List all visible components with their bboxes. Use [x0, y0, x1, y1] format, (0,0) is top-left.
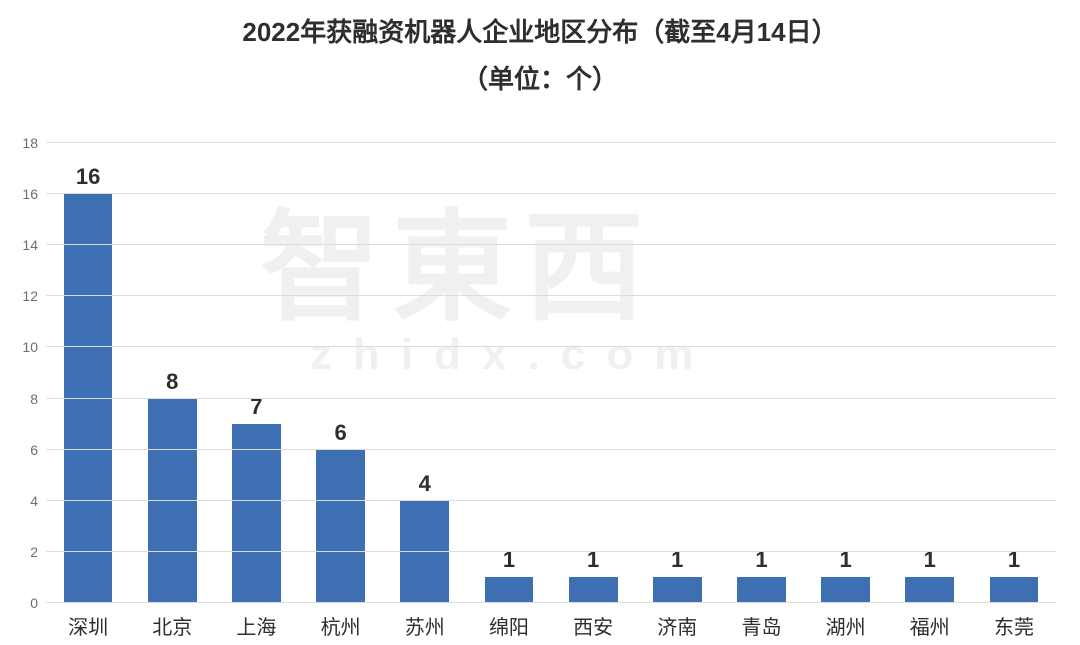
gridline — [46, 449, 1056, 450]
y-tick-label: 0 — [30, 595, 46, 611]
x-tick-label: 上海 — [214, 603, 298, 640]
bar-slot: 6杭州 — [299, 143, 383, 603]
gridline — [46, 398, 1056, 399]
bar — [485, 577, 534, 603]
gridline — [46, 602, 1056, 603]
bar-slot: 4苏州 — [383, 143, 467, 603]
bar-value-label: 8 — [166, 369, 178, 395]
y-tick-label: 16 — [22, 186, 46, 202]
gridline — [46, 193, 1056, 194]
gridline — [46, 500, 1056, 501]
x-tick-label: 西安 — [551, 603, 635, 640]
x-tick-label: 深圳 — [46, 603, 130, 640]
bar — [653, 577, 702, 603]
y-tick-label: 10 — [22, 339, 46, 355]
bar — [64, 194, 113, 603]
bar — [232, 424, 281, 603]
y-tick-label: 18 — [22, 135, 46, 151]
bar — [990, 577, 1039, 603]
bar-slot: 8北京 — [130, 143, 214, 603]
gridline — [46, 244, 1056, 245]
gridline — [46, 551, 1056, 552]
x-tick-label: 湖州 — [804, 603, 888, 640]
bar-slot: 7上海 — [214, 143, 298, 603]
bar-value-label: 4 — [419, 471, 431, 497]
y-tick-label: 8 — [30, 391, 46, 407]
y-tick-label: 14 — [22, 237, 46, 253]
x-tick-label: 苏州 — [383, 603, 467, 640]
bar-value-label: 16 — [76, 164, 100, 190]
plot-area: 16深圳8北京7上海6杭州4苏州1绵阳1西安1济南1青岛1湖州1福州1东莞 02… — [46, 143, 1056, 603]
bar-slot: 1青岛 — [719, 143, 803, 603]
bar-slot: 16深圳 — [46, 143, 130, 603]
x-tick-label: 北京 — [130, 603, 214, 640]
bar-slot: 1福州 — [888, 143, 972, 603]
bar — [737, 577, 786, 603]
bar — [148, 399, 197, 603]
y-tick-label: 4 — [30, 493, 46, 509]
title-line-1: 2022年获融资机器人企业地区分布（截至4月14日） — [0, 12, 1080, 49]
gridline — [46, 346, 1056, 347]
chart-title: 2022年获融资机器人企业地区分布（截至4月14日） （单位：个） — [0, 0, 1080, 96]
chart-container: 2022年获融资机器人企业地区分布（截至4月14日） （单位：个） 智東西 z … — [0, 0, 1080, 645]
bar — [905, 577, 954, 603]
bar-slot: 1西安 — [551, 143, 635, 603]
bar-slot: 1湖州 — [804, 143, 888, 603]
bar — [821, 577, 870, 603]
x-tick-label: 绵阳 — [467, 603, 551, 640]
bars-group: 16深圳8北京7上海6杭州4苏州1绵阳1西安1济南1青岛1湖州1福州1东莞 — [46, 143, 1056, 603]
x-tick-label: 福州 — [888, 603, 972, 640]
bar — [400, 501, 449, 603]
bar-value-label: 6 — [334, 420, 346, 446]
y-tick-label: 2 — [30, 544, 46, 560]
gridline — [46, 142, 1056, 143]
bar-slot: 1济南 — [635, 143, 719, 603]
x-tick-label: 杭州 — [299, 603, 383, 640]
x-tick-label: 东莞 — [972, 603, 1056, 640]
gridline — [46, 295, 1056, 296]
x-tick-label: 青岛 — [719, 603, 803, 640]
title-line-2: （单位：个） — [0, 59, 1080, 96]
bar — [316, 450, 365, 603]
x-tick-label: 济南 — [635, 603, 719, 640]
bar-slot: 1东莞 — [972, 143, 1056, 603]
y-tick-label: 6 — [30, 442, 46, 458]
bar — [569, 577, 618, 603]
bar-slot: 1绵阳 — [467, 143, 551, 603]
y-tick-label: 12 — [22, 288, 46, 304]
